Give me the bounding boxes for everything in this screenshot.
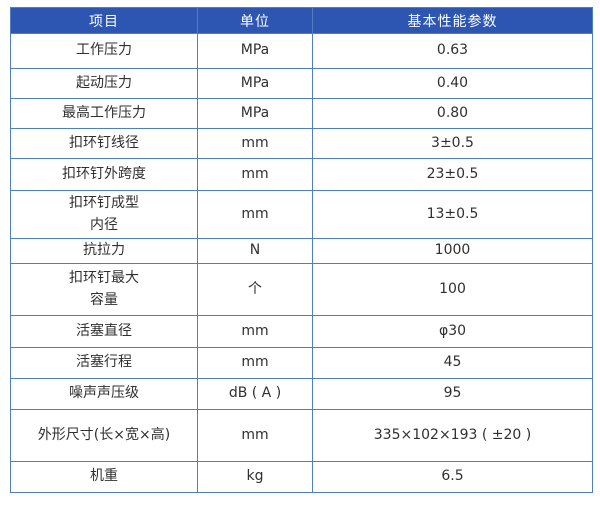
table-row: 扣环钉最大 容量 个 100 xyxy=(10,263,593,316)
table-row: 噪声声压级 dB ( A ) 95 xyxy=(10,378,593,410)
unit-cell: mm xyxy=(197,409,313,462)
unit-cell: MPa xyxy=(197,98,313,129)
unit-cell: N xyxy=(197,238,313,264)
item-cell: 扣环钉成型 内径 xyxy=(10,190,198,239)
value-cell: 0.63 xyxy=(312,33,593,69)
value-cell: 1000 xyxy=(312,238,593,264)
item-cell: 起动压力 xyxy=(10,68,198,99)
item-cell: 活塞行程 xyxy=(10,347,198,379)
item-cell: 工作压力 xyxy=(10,33,198,69)
value-cell: 0.40 xyxy=(312,68,593,99)
item-cell: 噪声声压级 xyxy=(10,378,198,410)
unit-cell: 个 xyxy=(197,263,313,316)
header-item: 项目 xyxy=(10,7,198,34)
table-header-row: 项目 单位 基本性能参数 xyxy=(10,7,593,34)
value-cell: 23±0.5 xyxy=(312,158,593,191)
item-cell: 扣环钉最大 容量 xyxy=(10,263,198,316)
table-row: 活塞直径 mm φ30 xyxy=(10,315,593,348)
value-cell: 13±0.5 xyxy=(312,190,593,239)
table-row: 最高工作压力 MPa 0.80 xyxy=(10,98,593,129)
item-cell: 活塞直径 xyxy=(10,315,198,348)
unit-cell: kg xyxy=(197,461,313,493)
value-cell: 100 xyxy=(312,263,593,316)
value-cell: 6.5 xyxy=(312,461,593,493)
item-cell: 扣环钉线径 xyxy=(10,128,198,159)
unit-cell: mm xyxy=(197,128,313,159)
spec-table: 项目 单位 基本性能参数 工作压力 MPa 0.63 起动压力 MPa 0.40… xyxy=(10,7,593,493)
unit-cell: mm xyxy=(197,315,313,348)
table-row: 扣环钉线径 mm 3±0.5 xyxy=(10,128,593,159)
value-cell: 45 xyxy=(312,347,593,379)
item-cell: 抗拉力 xyxy=(10,238,198,264)
item-cell: 扣环钉外跨度 xyxy=(10,158,198,191)
unit-cell: mm xyxy=(197,158,313,191)
value-cell: 3±0.5 xyxy=(312,128,593,159)
item-cell: 最高工作压力 xyxy=(10,98,198,129)
unit-cell: dB ( A ) xyxy=(197,378,313,410)
table-row: 扣环钉外跨度 mm 23±0.5 xyxy=(10,158,593,191)
header-value: 基本性能参数 xyxy=(312,7,593,34)
unit-cell: mm xyxy=(197,190,313,239)
table-row: 机重 kg 6.5 xyxy=(10,461,593,493)
value-cell: 0.80 xyxy=(312,98,593,129)
table-row: 扣环钉成型 内径 mm 13±0.5 xyxy=(10,190,593,239)
table-row: 起动压力 MPa 0.40 xyxy=(10,68,593,99)
value-cell: 335×102×193 ( ±20 ) xyxy=(312,409,593,462)
table-row: 抗拉力 N 1000 xyxy=(10,238,593,264)
item-cell: 机重 xyxy=(10,461,198,493)
item-cell: 外形尺寸(长×宽×高) xyxy=(10,409,198,462)
unit-cell: mm xyxy=(197,347,313,379)
value-cell: φ30 xyxy=(312,315,593,348)
value-cell: 95 xyxy=(312,378,593,410)
unit-cell: MPa xyxy=(197,68,313,99)
table-row: 工作压力 MPa 0.63 xyxy=(10,33,593,69)
header-unit: 单位 xyxy=(197,7,313,34)
table-row: 活塞行程 mm 45 xyxy=(10,347,593,379)
table-row: 外形尺寸(长×宽×高) mm 335×102×193 ( ±20 ) xyxy=(10,409,593,462)
unit-cell: MPa xyxy=(197,33,313,69)
